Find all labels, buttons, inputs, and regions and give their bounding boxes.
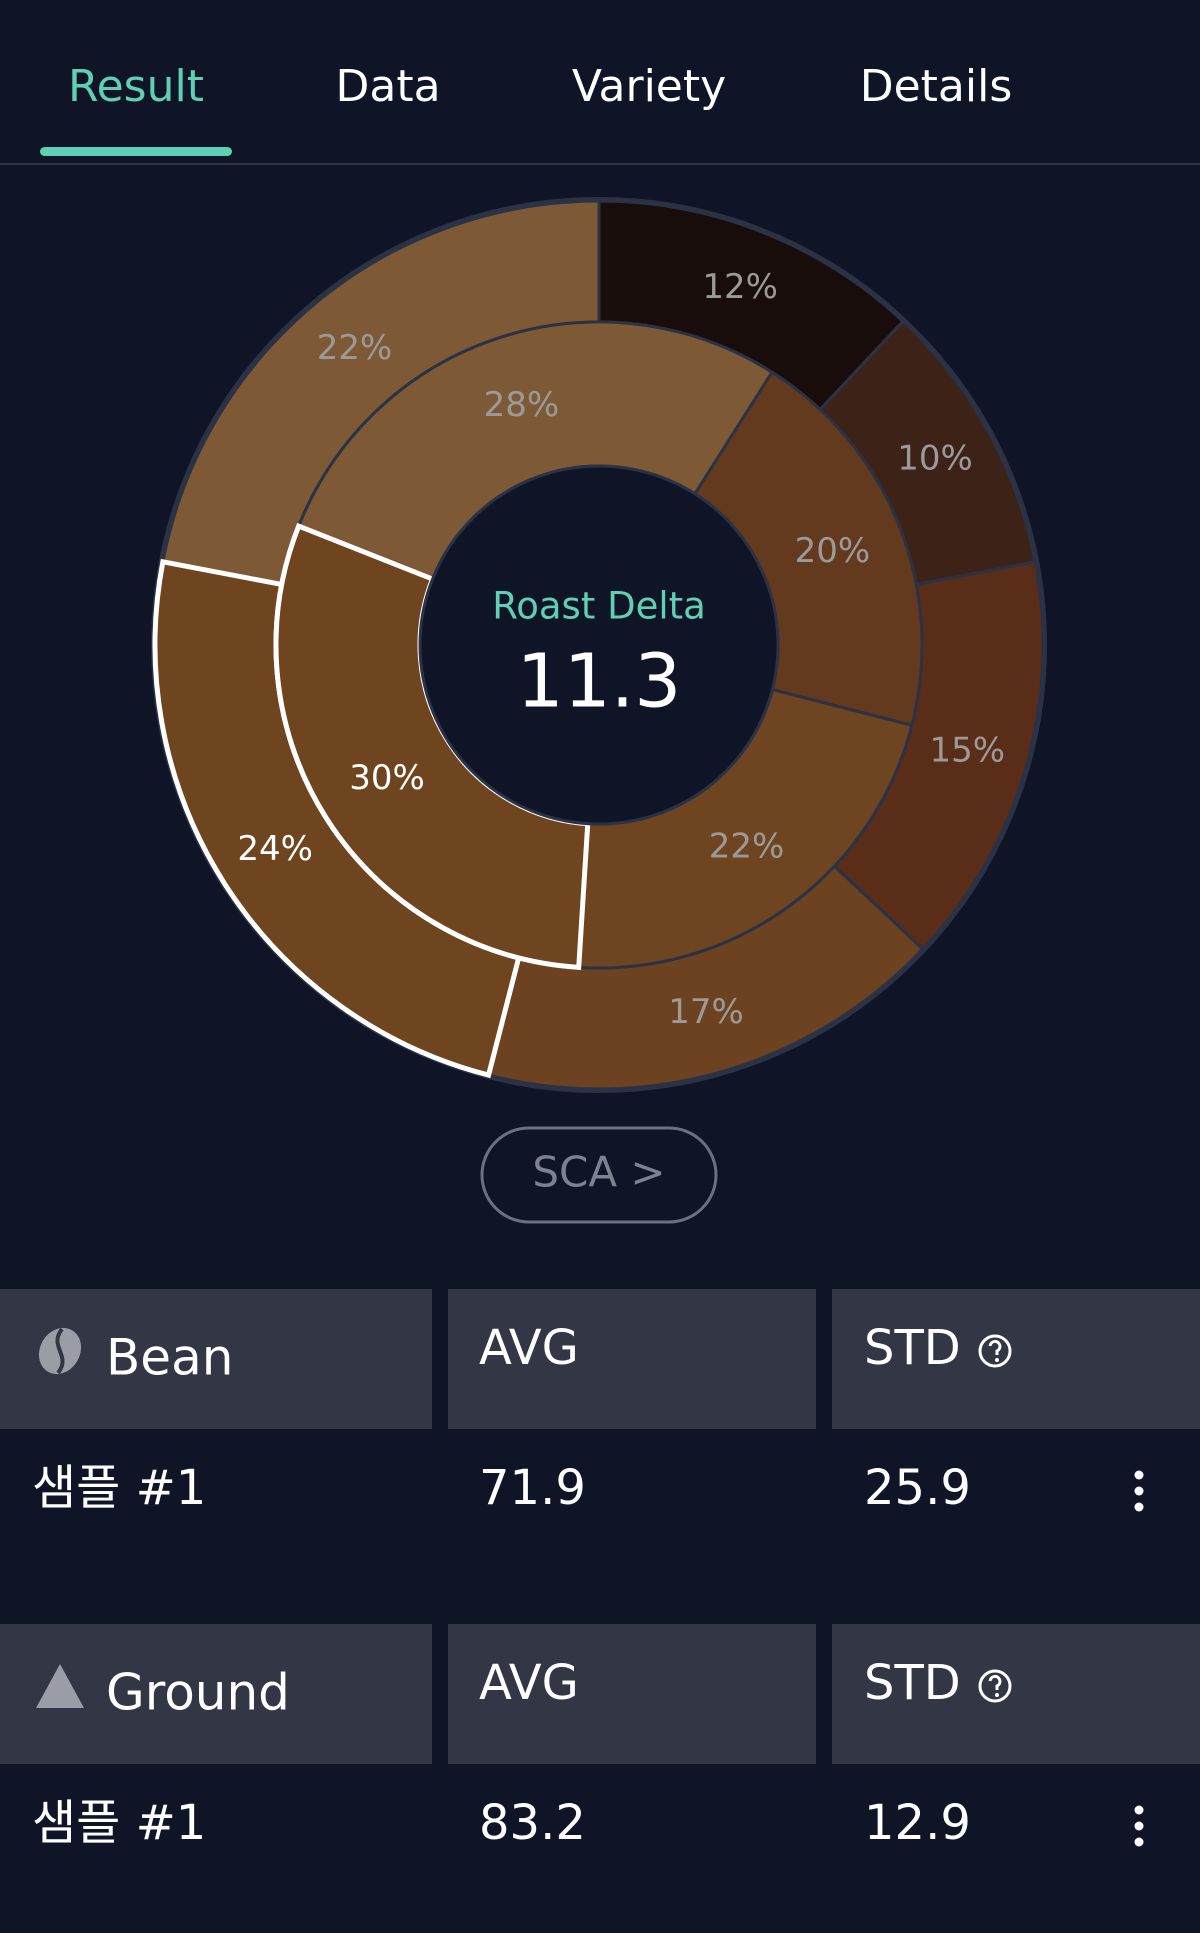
segment-label: 28% <box>484 385 560 425</box>
segment-label: 10% <box>897 439 973 479</box>
segment-label: 20% <box>795 531 871 571</box>
row-std: 12.9 <box>864 1795 971 1851</box>
segment-label: 24% <box>237 829 313 869</box>
help-icon[interactable] <box>978 1334 1012 1368</box>
more-menu-dot[interactable] <box>1134 1805 1144 1815</box>
more-menu-dot[interactable] <box>1134 1502 1144 1512</box>
center-label: Roast Delta <box>492 585 706 628</box>
header-cell <box>832 1289 1200 1429</box>
segment-label: 22% <box>709 827 785 867</box>
tab[interactable]: Details <box>860 61 1013 112</box>
tab[interactable]: Variety <box>572 61 726 112</box>
segment-label: 12% <box>702 267 778 307</box>
row-avg: 71.9 <box>479 1460 586 1516</box>
header-cell <box>448 1624 816 1764</box>
ground-icon <box>36 1664 84 1708</box>
more-menu-dot[interactable] <box>1134 1837 1144 1847</box>
bean-icon-line <box>55 1327 65 1375</box>
row-name: 샘플 #1 <box>32 1795 206 1851</box>
sca-button[interactable] <box>480 1126 718 1224</box>
tab-indicator <box>40 147 232 156</box>
help-icon-dot <box>995 1358 999 1362</box>
segment-label: 17% <box>668 992 744 1032</box>
row-name: 샘플 #1 <box>32 1460 206 1516</box>
column-header: AVG <box>479 1655 579 1711</box>
help-icon[interactable] <box>978 1669 1012 1703</box>
more-menu-dot[interactable] <box>1134 1486 1144 1496</box>
column-header: STD <box>864 1655 961 1711</box>
help-icon-dot <box>995 1693 999 1697</box>
row-std: 25.9 <box>864 1460 971 1516</box>
segment-label: 15% <box>929 730 1005 770</box>
header-cell <box>832 1624 1200 1764</box>
sca-button-label[interactable]: SCA > <box>532 1148 665 1197</box>
segment-label: 22% <box>317 328 393 368</box>
segment-label: 30% <box>349 758 425 798</box>
help-icon-mark <box>988 1339 1002 1355</box>
table-title: Ground <box>106 1664 290 1722</box>
help-icon-mark <box>988 1674 1002 1690</box>
more-menu-dot[interactable] <box>1134 1470 1144 1480</box>
tab[interactable]: Result <box>68 61 204 112</box>
header-cell <box>448 1289 816 1429</box>
table-title: Bean <box>106 1329 233 1387</box>
center-value: 11.3 <box>517 639 682 725</box>
column-header: AVG <box>479 1320 579 1376</box>
donut-chart: 12% 10% 15% 17% 24% 22% 28% 20% 22% 30% Roast Delt… <box>151 197 1047 1093</box>
column-header: STD <box>864 1320 961 1376</box>
tables: Bean AVG STD 샘플 #1 71.9 25.9 Ground AVG STD 샘플 #1… <box>0 1289 1200 1851</box>
donut-hole <box>418 464 780 826</box>
tab[interactable]: Data <box>335 61 440 112</box>
more-menu-dot[interactable] <box>1134 1821 1144 1831</box>
row-avg: 83.2 <box>479 1795 586 1851</box>
